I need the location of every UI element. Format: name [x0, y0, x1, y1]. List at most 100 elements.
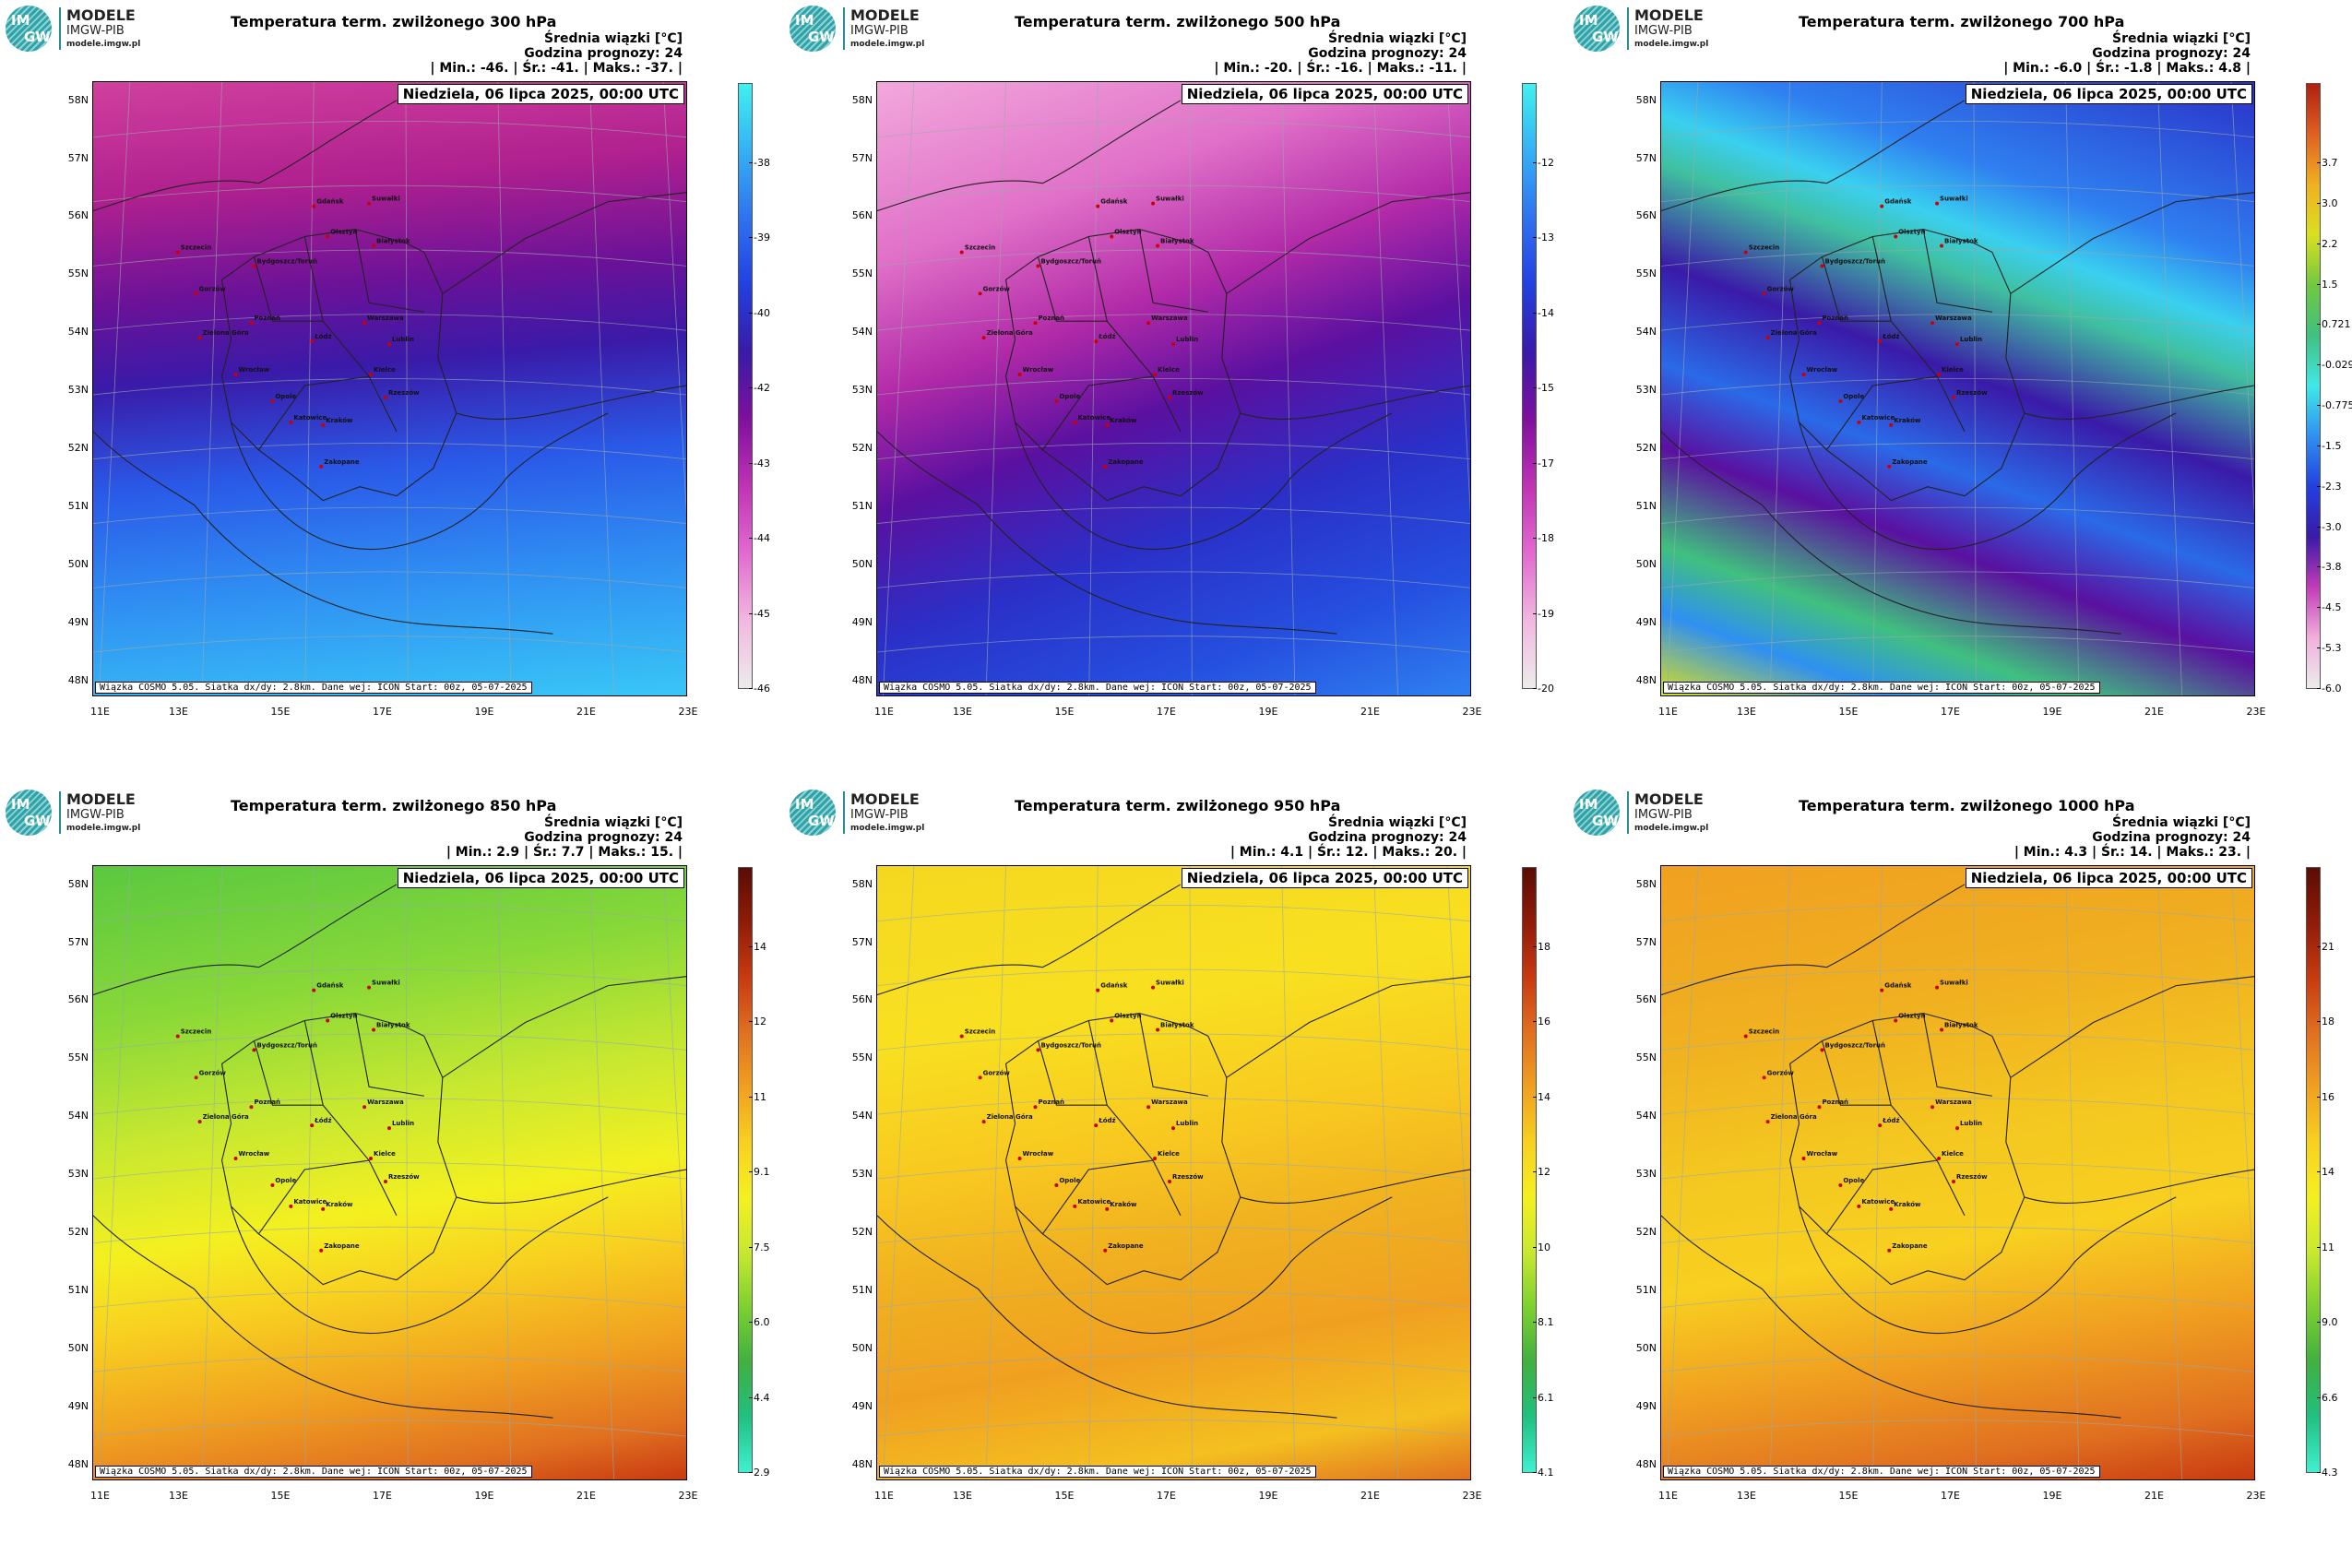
lon-label: 13E — [953, 1490, 972, 1502]
panel-950hpa: IM GW MODELE IMGW-PIB modele.imgw.pl Tem… — [784, 784, 1568, 1568]
city-dot — [1935, 201, 1940, 206]
city-dot — [249, 1105, 254, 1110]
lon-label: 21E — [576, 1490, 596, 1502]
panel-300hpa: IM GW MODELE IMGW-PIB modele.imgw.pl Tem… — [0, 0, 784, 784]
city-dot — [197, 1120, 202, 1124]
unit-label: Średnia wiązki [°C] — [2112, 815, 2251, 830]
colorbar-tick: 8.1 — [1533, 1316, 1554, 1328]
logo-divider — [1627, 7, 1629, 50]
city-dot — [1762, 1075, 1766, 1080]
colorbar-tick: -3.8 — [2316, 561, 2342, 573]
lat-label: 57N — [851, 935, 873, 948]
city-dot — [1878, 339, 1883, 344]
city-label: Katowice — [1861, 414, 1895, 422]
city-markers: Gdańsk Olsztyn Suwałki Białystok Szczecin Byd… — [959, 196, 1204, 469]
panel-1000hpa: IM GW MODELE IMGW-PIB modele.imgw.pl Tem… — [1568, 784, 2352, 1568]
city-dot — [289, 420, 293, 424]
lat-label: 55N — [67, 1051, 89, 1064]
city-label: Zielona Góra — [1771, 1113, 1817, 1121]
city-label: Warszawa — [1151, 1099, 1188, 1106]
logo-link[interactable]: modele.imgw.pl — [1634, 824, 1709, 833]
city-dot — [319, 1248, 324, 1253]
city-label: Rzeszów — [1172, 389, 1204, 397]
lat-label: 49N — [67, 615, 89, 628]
logo-line1: MODELE — [1634, 6, 1704, 24]
lon-label: 21E — [1360, 706, 1380, 718]
colorbar-tick: -3.0 — [2316, 521, 2342, 533]
city-label: Opole — [275, 1177, 296, 1184]
city-dot — [1033, 321, 1038, 326]
logo-link[interactable]: modele.imgw.pl — [850, 824, 925, 833]
city-dot — [319, 464, 324, 469]
lon-label: 11E — [1658, 706, 1678, 718]
lat-label: 56N — [851, 209, 873, 222]
city-label: Kielce — [1942, 366, 1964, 374]
colorbar-tick: 12 — [1533, 1166, 1550, 1178]
imgw-logo: IM GW MODELE IMGW-PIB modele.imgw.pl — [790, 6, 937, 53]
logo-line2: IMGW-PIB — [66, 24, 125, 38]
panel-500hpa: IM GW MODELE IMGW-PIB modele.imgw.pl Tem… — [784, 0, 1568, 784]
city-dot — [1105, 422, 1110, 427]
lon-label: 21E — [2144, 706, 2164, 718]
unit-label: Średnia wiązki [°C] — [544, 31, 683, 46]
logo-link[interactable]: modele.imgw.pl — [66, 824, 141, 833]
city-label: Warszawa — [367, 1099, 404, 1106]
city-dot — [372, 1028, 376, 1032]
city-dot — [1817, 1105, 1822, 1110]
panel-title: Temperatura term. zwilżonego 500 hPa — [1015, 13, 1341, 30]
city-label: Warszawa — [1935, 315, 1972, 322]
lon-label: 11E — [90, 706, 110, 718]
lat-label: 56N — [1635, 209, 1657, 222]
city-markers: Gdańsk Olsztyn Suwałki Białystok Szczecin Byd… — [1743, 196, 1988, 469]
lat-label: 52N — [1635, 1226, 1657, 1238]
lat-label: 53N — [1635, 1168, 1657, 1181]
city-label: Zielona Góra — [987, 329, 1033, 337]
city-label: Kraków — [1894, 417, 1921, 424]
city-label: Poznań — [1822, 315, 1848, 322]
city-label: Szczecin — [965, 244, 996, 251]
lat-label: 55N — [1635, 1051, 1657, 1064]
city-dot — [1054, 398, 1059, 403]
lon-label: 11E — [874, 706, 894, 718]
forecast-hour: Godzina prognozy: 24 — [1308, 46, 1467, 61]
city-dot — [194, 291, 198, 296]
unit-label: Średnia wiązki [°C] — [1328, 31, 1467, 46]
lon-label: 21E — [1360, 1490, 1380, 1502]
city-dot — [1146, 1105, 1151, 1110]
city-dot — [1857, 420, 1861, 424]
borders — [1661, 884, 2254, 1419]
city-dot — [1955, 1126, 1959, 1131]
city-label: Opole — [1059, 393, 1080, 400]
imgw-logo: IM GW MODELE IMGW-PIB modele.imgw.pl — [1574, 790, 1721, 837]
city-dot — [1801, 1157, 1806, 1161]
lat-label: 51N — [851, 1283, 873, 1296]
imgw-logo-icon — [6, 6, 52, 52]
city-dot — [321, 1206, 326, 1211]
city-dot — [1878, 1123, 1883, 1128]
lat-label: 49N — [1635, 615, 1657, 628]
lat-label: 51N — [67, 499, 89, 512]
city-label: Łódź — [1098, 1117, 1115, 1124]
date-label: Niedziela, 06 lipca 2025, 00:00 UTC — [1181, 84, 1468, 104]
lon-label: 23E — [2246, 1490, 2266, 1502]
city-dot — [1762, 291, 1766, 296]
lon-label: 11E — [874, 1490, 894, 1502]
city-label: Wrocław — [1023, 366, 1054, 374]
logo-link[interactable]: modele.imgw.pl — [66, 40, 141, 49]
city-label: Szczecin — [965, 1028, 996, 1035]
lat-label: 58N — [1635, 877, 1657, 890]
city-label: Rzeszów — [1956, 1173, 1988, 1181]
logo-link[interactable]: modele.imgw.pl — [850, 40, 925, 49]
colorbar-tick: 9.0 — [2317, 1316, 2338, 1328]
city-dot — [1094, 339, 1099, 344]
city-label: Gdańsk — [316, 982, 344, 990]
city-dot — [1765, 336, 1770, 340]
city-label: Katowice — [293, 414, 327, 422]
logo-link[interactable]: modele.imgw.pl — [1634, 40, 1709, 49]
stats-line: | Min.: 2.9 | Śr.: 7.7 | Maks.: 15. | — [445, 845, 683, 860]
lat-label: 52N — [1635, 442, 1657, 454]
city-dot — [1889, 1206, 1894, 1211]
city-dot — [1801, 373, 1806, 377]
lon-label: 15E — [1838, 1490, 1859, 1502]
colorbar-tick: -0.775 — [2316, 399, 2352, 411]
